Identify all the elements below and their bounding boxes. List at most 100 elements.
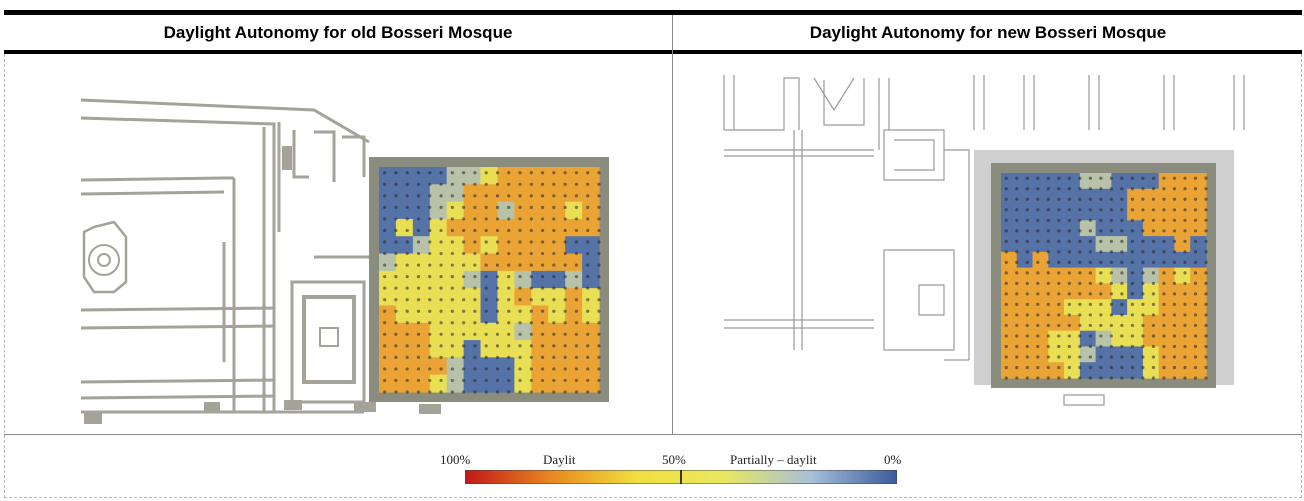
heatmap-cell	[1032, 220, 1049, 237]
heatmap-cell	[446, 340, 465, 358]
sensor-point	[529, 332, 533, 336]
sensor-point	[439, 344, 443, 348]
sensor-point	[1193, 260, 1198, 264]
heatmap-cell	[1079, 267, 1097, 284]
sensor-point	[473, 355, 477, 359]
heatmap-cell	[1127, 314, 1144, 332]
heatmap-cell	[379, 288, 397, 307]
sensor-point	[563, 332, 567, 336]
sensor-point	[495, 205, 500, 209]
sensor-point	[1067, 323, 1071, 328]
sensor-point	[450, 263, 454, 267]
sensor-point	[1015, 376, 1019, 380]
sensor-point	[1004, 229, 1008, 233]
sensor-point	[540, 344, 545, 348]
sensor-point	[1130, 176, 1135, 180]
sensor-point	[383, 367, 387, 371]
sensor-point	[540, 263, 545, 267]
heatmap-cell	[1016, 346, 1034, 363]
sensor-point	[507, 194, 511, 198]
sensor-point	[1078, 229, 1082, 233]
sensor-point	[416, 240, 421, 244]
heatmap-cell	[412, 374, 431, 393]
heatmap-cell	[1190, 330, 1207, 348]
sensor-point	[495, 355, 500, 359]
sensor-point	[1193, 292, 1198, 296]
sensor-point	[1204, 323, 1208, 328]
sensor-point	[1088, 302, 1092, 307]
sensor-point	[552, 194, 556, 198]
sensor-point	[394, 217, 398, 221]
sensor-point	[540, 251, 545, 256]
sensor-point	[1151, 197, 1156, 201]
heatmap-cell	[412, 305, 431, 324]
sensor-point	[1025, 292, 1029, 296]
heatmap-new	[991, 163, 1216, 388]
sensor-point	[1120, 260, 1124, 264]
sensor-point	[1036, 250, 1040, 254]
sensor-point	[484, 390, 488, 394]
sensor-point	[552, 263, 556, 267]
sensor-point	[1004, 292, 1008, 296]
sensor-point	[1025, 250, 1029, 254]
sensor-point	[1015, 229, 1019, 233]
sensor-point	[416, 390, 421, 394]
sensor-point	[1025, 229, 1029, 233]
sensor-point	[428, 321, 432, 325]
sensor-point	[1025, 187, 1029, 191]
sensor-point	[428, 390, 432, 394]
sensor-point	[495, 240, 500, 244]
sensor-point	[1015, 271, 1019, 275]
heatmap-cell	[1001, 314, 1018, 332]
heatmap-cell	[582, 167, 600, 185]
sensor-point	[416, 378, 421, 383]
heatmap-cell	[565, 218, 583, 237]
sensor-point	[1172, 187, 1177, 191]
sensor-point	[1015, 176, 1019, 180]
sensor-point	[383, 205, 387, 209]
sensor-point	[507, 182, 511, 186]
sensor-point	[1162, 344, 1166, 349]
heatmap-cell	[1016, 283, 1034, 300]
sensor-point	[597, 217, 601, 221]
sensor-point	[597, 298, 601, 302]
sensor-point	[540, 205, 545, 209]
sensor-point	[450, 332, 454, 336]
sensor-point	[1015, 187, 1019, 191]
sensor-point	[1067, 344, 1071, 349]
sensor-point	[1057, 323, 1061, 328]
heatmap-cell	[463, 218, 482, 237]
heatmap-cell	[429, 305, 448, 324]
sensor-point	[1183, 271, 1187, 275]
table-top-rule	[4, 10, 1302, 15]
sensor-point	[1046, 302, 1050, 307]
sensor-point	[450, 194, 454, 198]
sensor-point	[586, 390, 590, 394]
sensor-point	[416, 251, 421, 256]
sensor-point	[473, 321, 477, 325]
heatmap-cell	[1079, 314, 1097, 332]
sensor-point	[1057, 302, 1061, 307]
heatmap-cell	[446, 236, 465, 255]
sensor-point	[1141, 187, 1145, 191]
sensor-point	[1099, 239, 1103, 243]
sensor-point	[507, 309, 511, 313]
sensor-point	[507, 321, 511, 325]
legend-label-50: 50%	[662, 452, 686, 467]
sensor-point	[574, 263, 579, 267]
heatmap-cell	[1016, 362, 1034, 379]
heatmap-cell	[1111, 346, 1128, 363]
legend-label-0: 0%	[884, 452, 902, 467]
sensor-point	[1099, 334, 1103, 338]
sensor-point	[1036, 208, 1040, 212]
sensor-point	[1120, 208, 1124, 212]
sensor-point	[574, 275, 579, 279]
heatmap-cell	[463, 357, 482, 376]
heatmap-cell	[1127, 204, 1144, 221]
sensor-point	[1036, 365, 1040, 370]
heatmap-cell	[514, 288, 532, 307]
sensor-point	[1130, 334, 1135, 338]
sensor-point	[1193, 313, 1198, 317]
heatmap-cell	[1016, 314, 1034, 332]
sensor-point	[462, 275, 466, 279]
